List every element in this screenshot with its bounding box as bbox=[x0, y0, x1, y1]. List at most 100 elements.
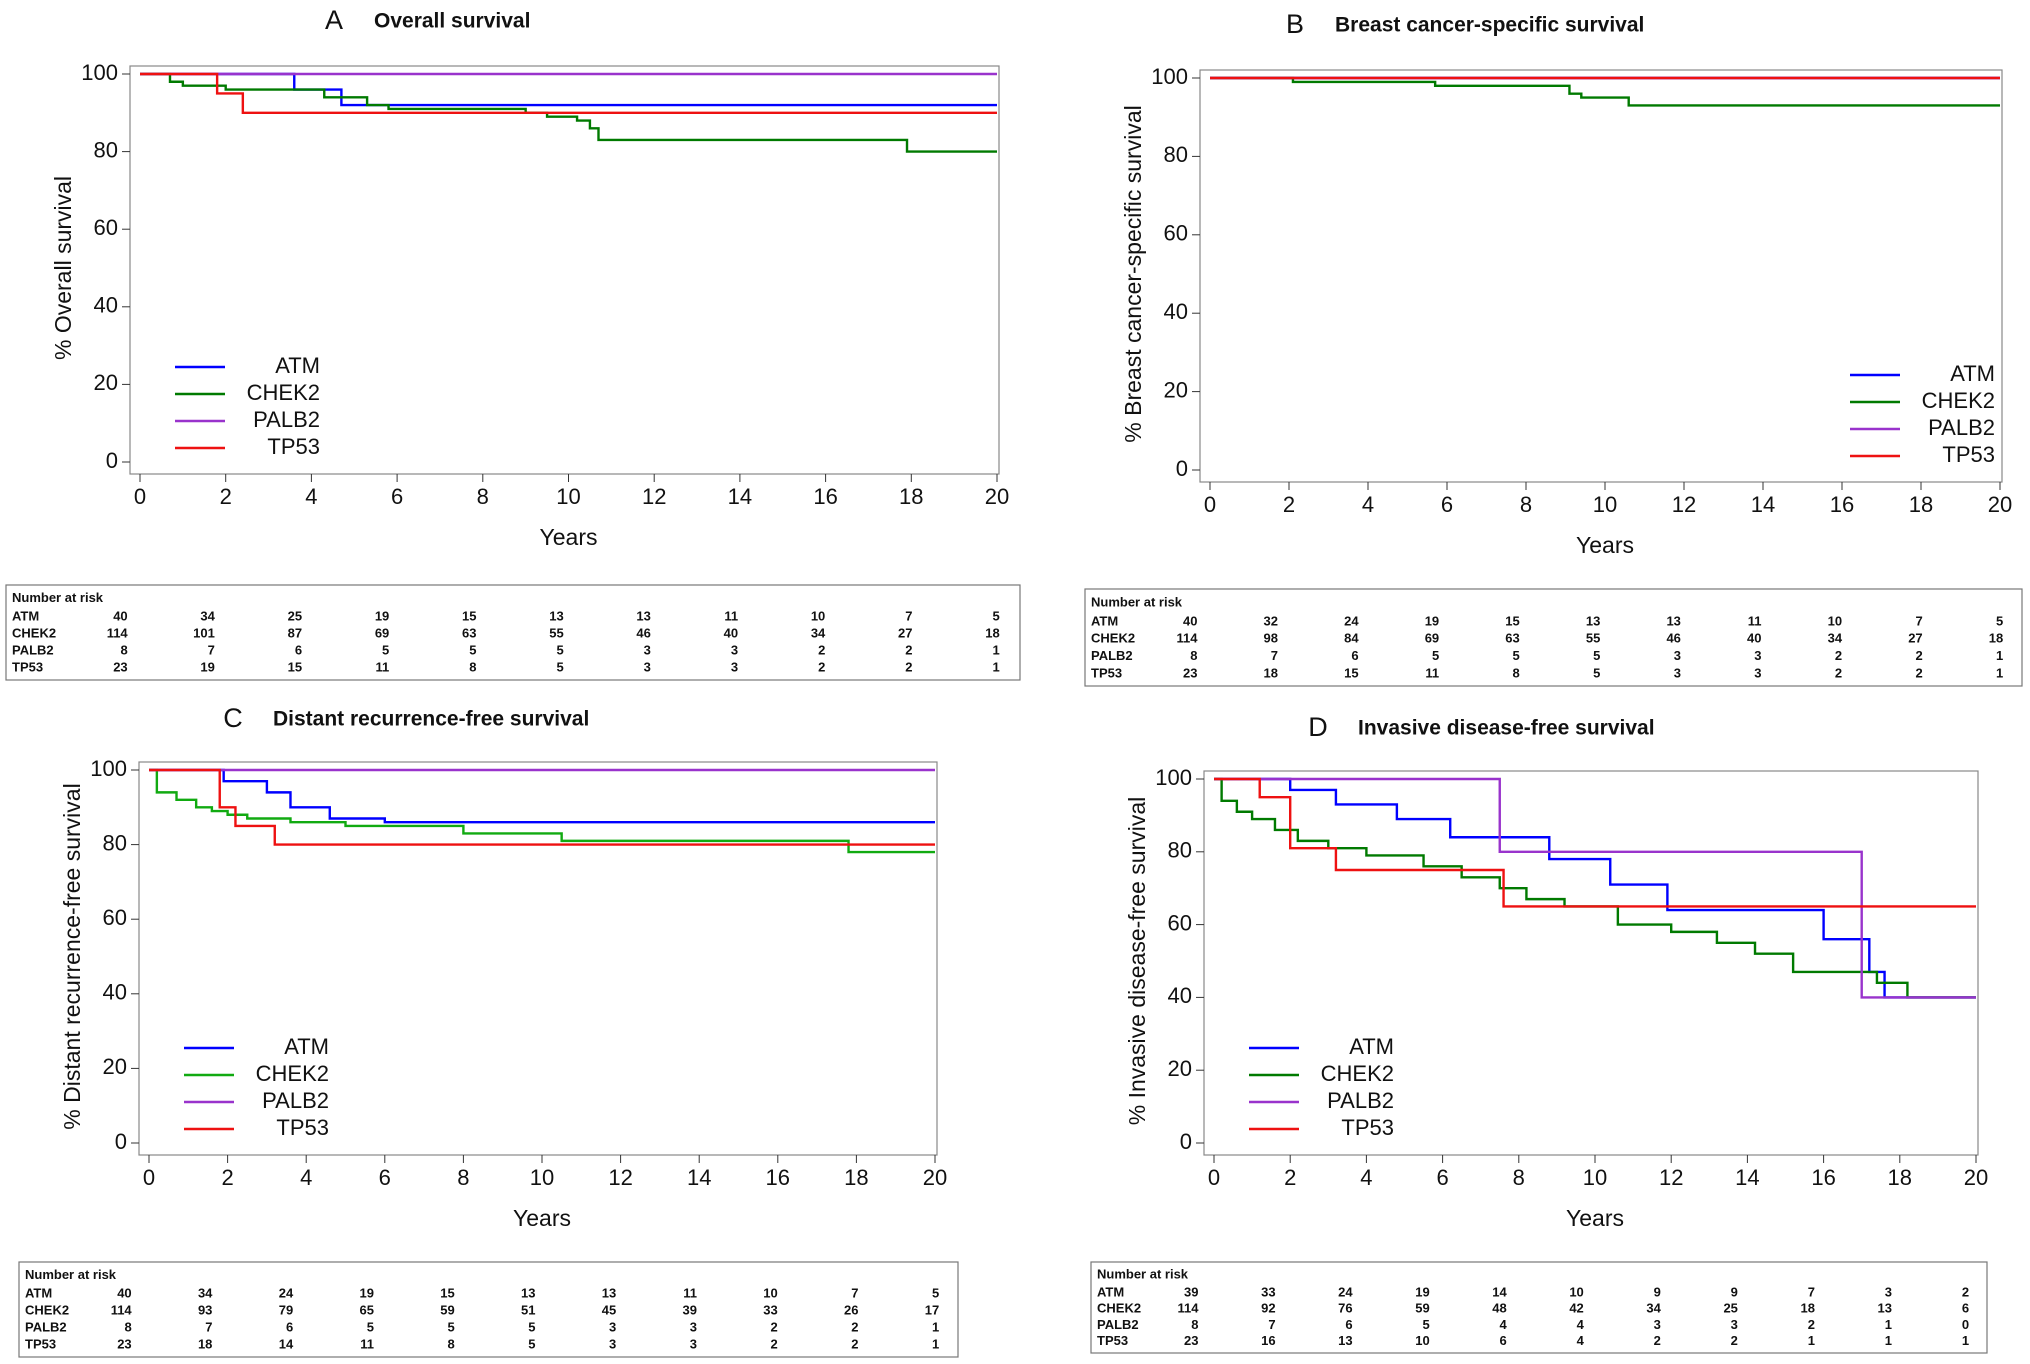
plot-frame bbox=[138, 761, 938, 1156]
risk-value: 1 bbox=[1885, 1317, 1892, 1332]
survival-curve bbox=[149, 768, 935, 846]
risk-value: 3 bbox=[731, 660, 738, 675]
legend-label: PALB2 bbox=[1928, 415, 1995, 440]
y-tick-label: 20 bbox=[94, 370, 118, 395]
y-tick-label: 60 bbox=[1168, 910, 1192, 935]
risk-value: 5 bbox=[382, 643, 389, 658]
risk-value: 46 bbox=[1666, 631, 1680, 646]
x-tick-label: 20 bbox=[1964, 1165, 1988, 1190]
risk-value: 2 bbox=[818, 643, 825, 658]
risk-value: 14 bbox=[279, 1337, 294, 1352]
x-tick-label: 16 bbox=[1811, 1165, 1835, 1190]
risk-value: 25 bbox=[1723, 1301, 1737, 1316]
risk-value: 3 bbox=[1674, 648, 1681, 663]
risk-value: 13 bbox=[1878, 1301, 1892, 1316]
risk-value: 9 bbox=[1731, 1284, 1738, 1299]
risk-value: 24 bbox=[279, 1286, 294, 1301]
risk-value: 25 bbox=[288, 609, 302, 624]
legend-label: ATM bbox=[1349, 1034, 1394, 1059]
x-tick-label: 18 bbox=[1888, 1165, 1912, 1190]
x-tick-label: 14 bbox=[728, 484, 752, 509]
survival-curve bbox=[149, 768, 935, 824]
risk-value: 7 bbox=[1268, 1317, 1275, 1332]
risk-value: 13 bbox=[1586, 613, 1600, 628]
x-tick-label: 10 bbox=[1583, 1165, 1607, 1190]
risk-value: 63 bbox=[1505, 631, 1519, 646]
risk-row-name: PALB2 bbox=[1097, 1317, 1139, 1332]
risk-value: 92 bbox=[1261, 1301, 1275, 1316]
risk-value: 1 bbox=[1885, 1333, 1892, 1348]
y-tick-label: 80 bbox=[94, 137, 118, 162]
x-tick-label: 20 bbox=[1988, 492, 2012, 517]
risk-value: 4 bbox=[1577, 1317, 1585, 1332]
y-tick-label: 80 bbox=[103, 830, 127, 855]
y-axis-label: % Distant recurrence-free survival bbox=[59, 783, 85, 1129]
risk-value: 59 bbox=[440, 1303, 454, 1318]
risk-value: 18 bbox=[1264, 665, 1278, 680]
risk-value: 2 bbox=[1915, 648, 1922, 663]
panel: C Distant recurrence-free survival0204060… bbox=[18, 703, 959, 1358]
risk-value: 19 bbox=[359, 1286, 373, 1301]
risk-value: 8 bbox=[1513, 665, 1520, 680]
risk-value: 13 bbox=[1666, 613, 1680, 628]
risk-value: 7 bbox=[208, 643, 215, 658]
y-tick-label: 20 bbox=[103, 1054, 127, 1079]
x-tick-label: 12 bbox=[642, 484, 666, 509]
risk-value: 3 bbox=[644, 660, 651, 675]
risk-value: 42 bbox=[1569, 1301, 1583, 1316]
risk-value: 6 bbox=[286, 1320, 293, 1335]
survival-curve bbox=[1214, 777, 1976, 999]
panel-title: Invasive disease-free survival bbox=[1358, 717, 1655, 740]
risk-value: 3 bbox=[690, 1337, 697, 1352]
x-tick-label: 6 bbox=[391, 484, 403, 509]
legend-label: TP53 bbox=[1341, 1115, 1394, 1140]
legend-label: ATM bbox=[284, 1034, 329, 1059]
x-tick-label: 0 bbox=[1204, 492, 1216, 517]
y-tick-label: 0 bbox=[1176, 456, 1188, 481]
risk-value: 8 bbox=[1191, 1317, 1198, 1332]
risk-value: 48 bbox=[1492, 1301, 1506, 1316]
risk-row-name: ATM bbox=[1091, 613, 1118, 628]
risk-value: 23 bbox=[117, 1337, 131, 1352]
risk-value: 5 bbox=[447, 1320, 454, 1335]
risk-value: 13 bbox=[602, 1286, 616, 1301]
risk-value: 40 bbox=[113, 609, 127, 624]
risk-value: 1 bbox=[992, 660, 999, 675]
risk-value: 2 bbox=[905, 643, 912, 658]
risk-value: 2 bbox=[770, 1320, 777, 1335]
risk-value: 2 bbox=[1915, 665, 1922, 680]
risk-value: 27 bbox=[1908, 631, 1922, 646]
x-tick-label: 14 bbox=[687, 1165, 711, 1190]
risk-value: 5 bbox=[1422, 1317, 1429, 1332]
survival-curve bbox=[1210, 76, 2000, 107]
x-axis-label: Years bbox=[513, 1205, 571, 1231]
risk-value: 34 bbox=[1828, 631, 1843, 646]
x-tick-label: 4 bbox=[300, 1165, 312, 1190]
risk-value: 10 bbox=[1415, 1333, 1429, 1348]
panel-letter: A bbox=[325, 5, 343, 35]
risk-value: 5 bbox=[556, 660, 563, 675]
panel-letter: D bbox=[1308, 712, 1328, 742]
legend-label: PALB2 bbox=[1327, 1088, 1394, 1113]
panel-title: Overall survival bbox=[374, 10, 530, 33]
risk-value: 3 bbox=[1754, 665, 1761, 680]
risk-value: 5 bbox=[367, 1320, 374, 1335]
risk-value: 2 bbox=[851, 1320, 858, 1335]
risk-value: 39 bbox=[1184, 1284, 1198, 1299]
risk-value: 59 bbox=[1415, 1301, 1429, 1316]
risk-value: 46 bbox=[636, 626, 650, 641]
risk-table-frame bbox=[1084, 588, 2023, 687]
plot-frame bbox=[129, 65, 1000, 475]
risk-value: 15 bbox=[1505, 613, 1519, 628]
risk-value: 7 bbox=[1808, 1284, 1815, 1299]
risk-value: 6 bbox=[1351, 648, 1358, 663]
risk-value: 15 bbox=[462, 609, 476, 624]
x-tick-label: 4 bbox=[1362, 492, 1374, 517]
x-tick-label: 4 bbox=[1360, 1165, 1372, 1190]
risk-value: 34 bbox=[1646, 1301, 1661, 1316]
risk-value: 51 bbox=[521, 1303, 535, 1318]
risk-value: 4 bbox=[1500, 1317, 1508, 1332]
risk-value: 8 bbox=[120, 643, 127, 658]
risk-value: 7 bbox=[905, 609, 912, 624]
